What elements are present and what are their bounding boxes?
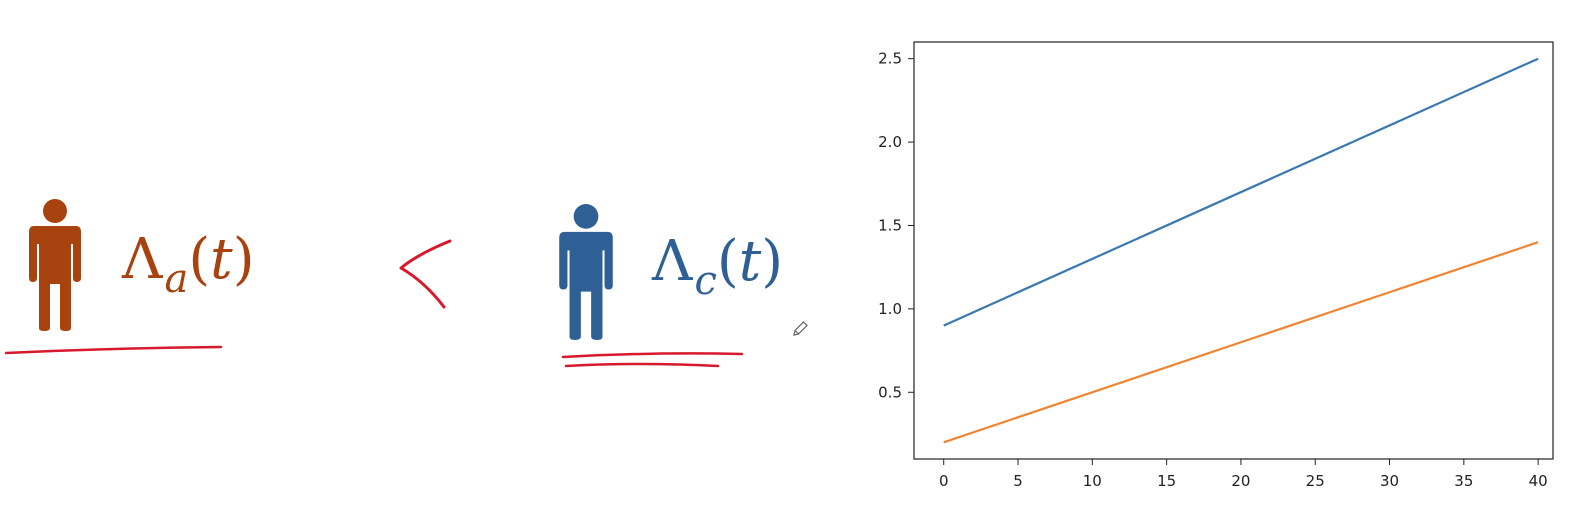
less-than-mark [399,239,452,309]
lambda-c-variable: t [738,229,762,294]
lambda-c-subscript: c [694,258,717,304]
annotation-overlay [4,239,808,368]
lambda-a-subscript: a [164,256,189,302]
right-underline-1 [561,352,744,359]
series-layer [943,57,1539,444]
lambda-a-variable: t [210,227,233,292]
right-person-icon [559,204,613,340]
lambda-c-expression: Λc(t) [652,234,783,302]
right-underline-2 [564,362,720,368]
pencil-icon [793,321,808,336]
x-tick-label: 10 [1083,472,1102,490]
lambda-a-close-paren: ) [232,227,255,292]
series-line-2 [943,241,1539,444]
lambda-c-close-paren: ) [761,229,784,294]
y-tick-label: 0.5 [878,383,902,401]
x-tick-label: 25 [1306,472,1325,490]
lambda-a-expression: Λa(t) [122,232,255,300]
x-tick-label: 35 [1454,472,1473,490]
lambda-a-symbol: Λ [122,227,163,292]
y-tick-label: 1.0 [878,300,902,318]
x-tick-label: 20 [1231,472,1250,490]
y-tick-label: 2.5 [878,50,902,68]
y-tick-label: 2.0 [878,133,902,151]
series-line-1 [943,57,1539,327]
left-person-icon [29,199,81,331]
x-tick-label: 0 [939,472,949,490]
plot-frame [913,41,1554,460]
x-tick-label: 5 [1013,472,1023,490]
line-chart: 0 5 10 15 20 25 30 35 40 0.5 1.0 1.5 2.0 2.5 [878,41,1554,490]
lambda-c-open-paren: ( [716,229,739,294]
x-axis-ticks: 0 5 10 15 20 25 30 35 40 [939,459,1548,490]
lambda-c-symbol: Λ [652,229,693,294]
lambda-a-open-paren: ( [188,227,211,292]
x-tick-label: 15 [1157,472,1176,490]
left-underline [4,345,223,355]
y-axis-ticks: 0.5 1.0 1.5 2.0 2.5 [878,50,914,401]
x-tick-label: 40 [1529,472,1548,490]
x-tick-label: 30 [1380,472,1399,490]
y-tick-label: 1.5 [878,216,902,234]
